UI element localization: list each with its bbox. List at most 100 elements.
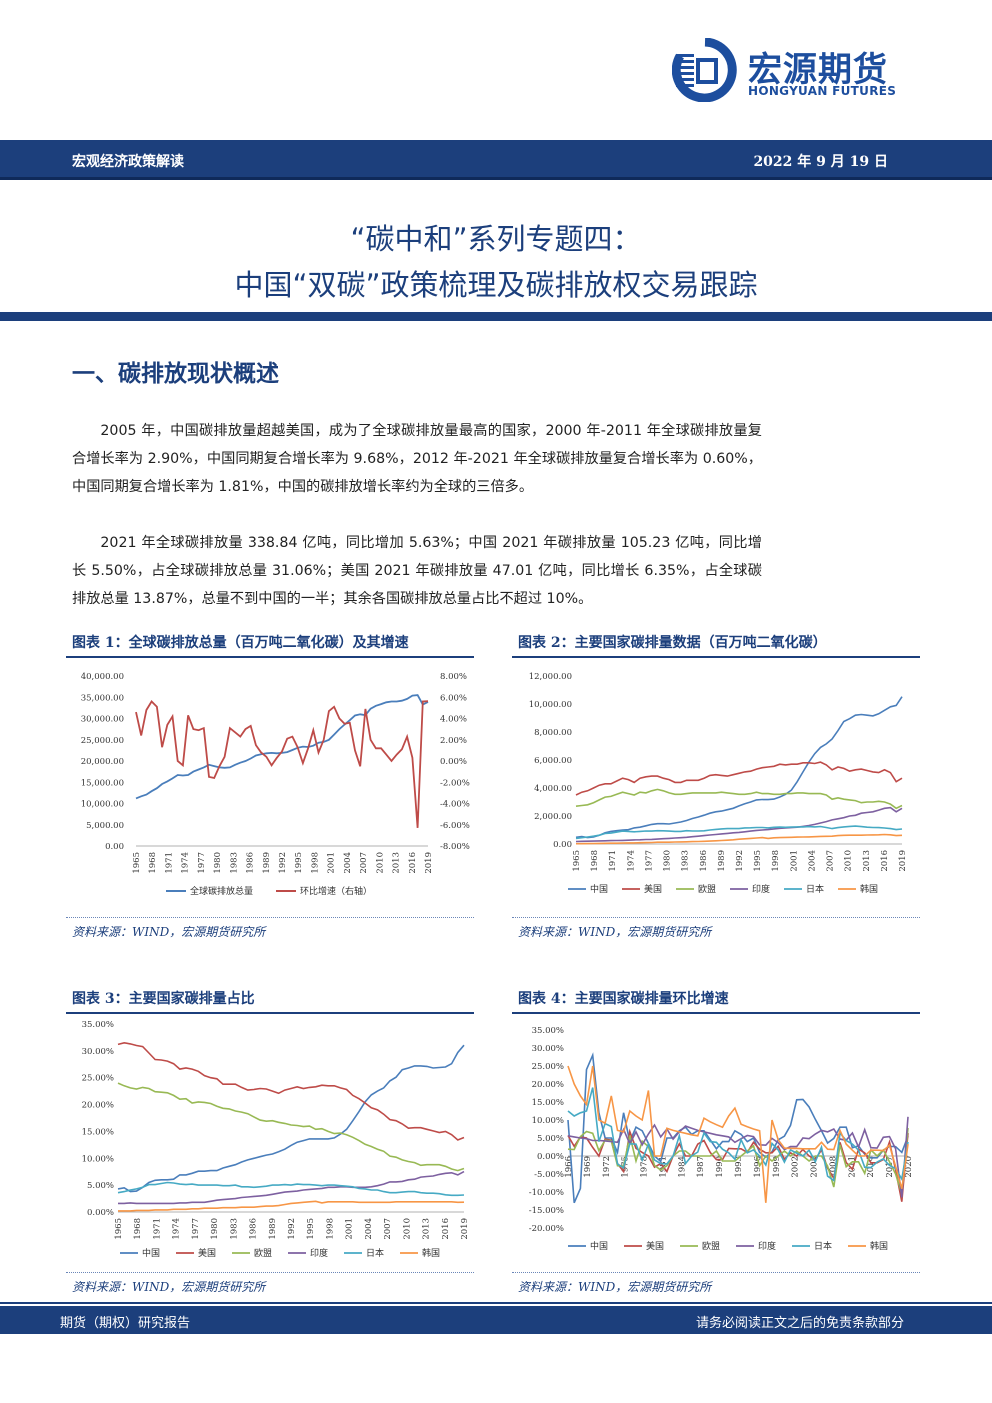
legend-label-欧盟: 欧盟 xyxy=(254,1247,272,1259)
x-tick-label: 2016 xyxy=(880,850,890,872)
x-tick-label: 1998 xyxy=(310,852,320,874)
x-tick-label: 2013 xyxy=(862,850,872,872)
x-tick-label: 1998 xyxy=(771,850,781,872)
x-tick-label: 1999 xyxy=(772,1156,782,1178)
figure-3-rule xyxy=(66,1012,474,1014)
figure-4-source-rule xyxy=(512,1272,920,1273)
report-category: 宏观经济政策解读 xyxy=(72,154,184,170)
y-tick-label: 25.00% xyxy=(82,1074,114,1084)
footer-report-type: 期货（期权）研究报告 xyxy=(60,1316,191,1331)
x-tick-label: 1992 xyxy=(287,1218,297,1240)
y-right-tick-label: 6.00% xyxy=(440,693,467,703)
paragraph-2: 2021 年全球碳排放量 338.84 亿吨，同比增加 5.63%；中国 202… xyxy=(72,535,762,607)
x-tick-label: 1995 xyxy=(294,852,304,874)
legend-label-韩国: 韩国 xyxy=(860,883,878,895)
legend-label-美国: 美国 xyxy=(644,883,662,895)
y-left-tick-label: 0.00 xyxy=(105,842,124,852)
x-tick-label: 1971 xyxy=(608,850,618,872)
y-left-tick-label: 20,000.00 xyxy=(81,757,124,767)
legend-label-美国: 美国 xyxy=(198,1247,216,1259)
x-tick-label: 1986 xyxy=(699,850,709,872)
y-tick-label: -15.00% xyxy=(529,1206,564,1216)
figure-1-chart: 40,000.00 35,000.00 30,000.00 25,000.00 20,0… xyxy=(81,672,470,897)
x-tick-label: 1968 xyxy=(133,1218,143,1240)
x-tick-label: 1980 xyxy=(663,850,673,872)
x-tick-label: 2013 xyxy=(422,1218,432,1240)
y-tick-label: 8,000.00 xyxy=(534,728,572,738)
x-tick-label: 2016 xyxy=(441,1218,451,1240)
x-tick-label: 2007 xyxy=(383,1218,393,1240)
y-tick-label: 4,000.00 xyxy=(534,784,572,794)
x-tick-label: 1990 xyxy=(715,1156,725,1178)
x-tick-label: 1986 xyxy=(246,852,256,874)
x-tick-label: 2010 xyxy=(402,1218,412,1240)
y-tick-label: 20.00% xyxy=(82,1101,114,1111)
x-tick-label: 1983 xyxy=(681,850,691,872)
company-logo: 宏源期货 HONGYUAN FUTURES xyxy=(672,38,922,102)
legend-label-日本: 日本 xyxy=(366,1247,384,1259)
x-tick-label: 1989 xyxy=(262,852,272,874)
x-tick-label: 1971 xyxy=(164,852,174,874)
y-tick-label: 0.00% xyxy=(537,1152,564,1162)
x-tick-label: 2001 xyxy=(345,1218,355,1240)
x-tick-label: 1965 xyxy=(114,1218,124,1240)
x-tick-label: 2010 xyxy=(844,850,854,872)
x-tick-label: 2013 xyxy=(392,852,402,874)
report-title-line1: “碳中和”系列专题四： xyxy=(350,222,642,256)
figure-2-chart: 12,000.00 10,000.00 8,000.00 6,000.00 4,000.… xyxy=(529,672,908,895)
series-line-美国 xyxy=(575,761,903,796)
x-tick-label: 1974 xyxy=(626,850,636,872)
series-line-中国 xyxy=(575,696,903,839)
x-tick-label: 2010 xyxy=(375,852,385,874)
figure-1-title: 图表 1：全球碳排放总量（百万吨二氧化碳）及其增速 xyxy=(72,635,409,651)
x-tick-label: 2008 xyxy=(828,1156,838,1178)
y-tick-label: 15.00% xyxy=(532,1098,564,1108)
y-tick-label: 12,000.00 xyxy=(529,672,572,682)
logo-mark-icon xyxy=(672,38,737,102)
legend-label-韩国: 韩国 xyxy=(870,1240,888,1252)
report-date: 2022 年 9 月 19 日 xyxy=(753,154,888,170)
legend-label-环比增速（右轴）: 环比增速（右轴） xyxy=(300,885,372,897)
legend-label-欧盟: 欧盟 xyxy=(702,1240,720,1252)
footer-disclaimer: 请务必阅读正文之后的免责条款部分 xyxy=(695,1316,904,1331)
x-tick-label: 2004 xyxy=(807,850,817,872)
series-line-韩国 xyxy=(118,1200,465,1212)
y-right-tick-label: 8.00% xyxy=(440,672,467,682)
x-tick-label: 1975 xyxy=(621,1156,631,1178)
figure-3-chart: 35.00% 30.00% 25.00% 20.00% 15.00% 10.00% 5.00… xyxy=(82,1020,470,1259)
y-tick-label: 35.00% xyxy=(82,1020,114,1030)
y-tick-label: 25.00% xyxy=(532,1062,564,1072)
series-line-韩国 xyxy=(567,1065,909,1203)
series-line-环比增速（右轴） xyxy=(135,700,429,828)
series-line-日本 xyxy=(117,1181,465,1197)
legend-label-中国: 中国 xyxy=(142,1247,160,1259)
x-tick-label: 2004 xyxy=(343,852,353,874)
y-right-tick-label: -2.00% xyxy=(440,778,470,788)
y-tick-label: 20.00% xyxy=(532,1080,564,1090)
y-tick-label: -10.00% xyxy=(529,1188,564,1198)
report-header-band: 宏观经济政策解读 2022 年 9 月 19 日 xyxy=(0,140,992,180)
x-tick-label: 2001 xyxy=(789,850,799,872)
figure-1-rule xyxy=(66,656,474,658)
figure-2-rule xyxy=(512,656,920,658)
y-tick-label: 30.00% xyxy=(532,1044,564,1054)
y-right-tick-label: 4.00% xyxy=(440,715,467,725)
y-right-tick-label: -4.00% xyxy=(440,800,470,810)
x-tick-label: 1989 xyxy=(717,850,727,872)
figure-1-source: 资料来源：WIND，宏源期货研究所 xyxy=(72,925,266,939)
y-tick-label: 6,000.00 xyxy=(534,756,572,766)
x-tick-label: 1966 xyxy=(564,1156,574,1178)
x-tick-label: 1974 xyxy=(172,1218,182,1240)
x-tick-label: 2007 xyxy=(359,852,369,874)
y-tick-label: 2,000.00 xyxy=(534,812,572,822)
figure-2-source: 资料来源：WIND，宏源期货研究所 xyxy=(518,925,712,939)
figure-2-title: 图表 2：主要国家碳排量数据（百万吨二氧化碳） xyxy=(518,635,827,651)
legend-label-印度: 印度 xyxy=(310,1247,328,1259)
title-divider xyxy=(0,312,992,321)
y-tick-label: 30.00% xyxy=(82,1047,114,1057)
figure-3-title: 图表 3：主要国家碳排量占比 xyxy=(72,991,255,1007)
x-tick-label: 1989 xyxy=(268,1218,278,1240)
legend-label-欧盟: 欧盟 xyxy=(698,883,716,895)
x-tick-label: 2004 xyxy=(364,1218,374,1240)
x-tick-label: 2016 xyxy=(408,852,418,874)
